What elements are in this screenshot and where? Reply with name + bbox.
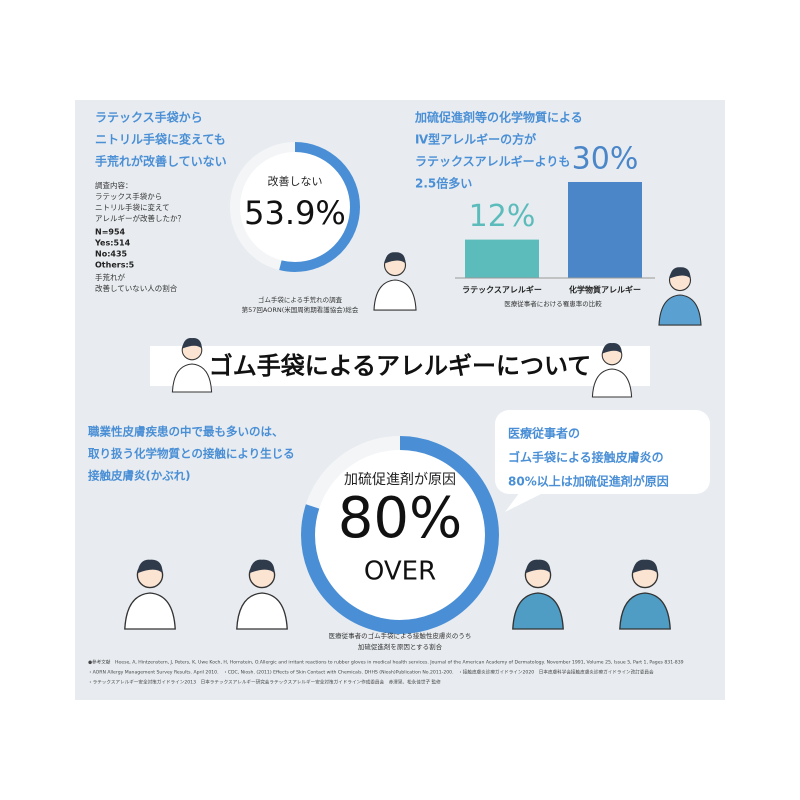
heading: 加硫促進剤等の化学物質による [414,110,583,125]
heading: Ⅳ型アレルギーの方が [415,132,536,147]
person-illustration [124,559,176,630]
donut-arc [230,142,360,272]
person-body [591,368,633,398]
person-hair [384,252,406,264]
heading: 手荒れが改善していない [95,154,227,169]
bar-name: 化学物質アレルギー [569,285,641,295]
survey-count: Yes:514 [94,239,131,248]
heading: 接触皮膚炎(かぶれ) [88,469,191,483]
bubble-text: 医療従事者の [508,426,580,441]
bar [465,239,539,278]
survey-text: ラテックス手袋から [95,191,162,201]
speech-bubble-tail [505,492,545,512]
person-body [619,592,671,630]
reference: ●参考文献 Heese, A, Hintzenstern, J, Peters,… [88,659,684,666]
survey-note: 手荒れが [95,272,125,282]
person-hair [525,559,551,574]
person-illustration [373,252,417,311]
donut-suffix: OVER [364,557,436,587]
heading: ラテックス手袋から [95,110,203,125]
survey-text: 調査内容： [95,180,133,190]
heading: ラテックスアレルギーよりも [415,154,570,169]
person-illustration [591,343,633,398]
survey-text: アレルギーが改善したか？ [95,213,185,223]
reference: ・ラテックスアレルギー安全対策ガイドライン2013 日本ラテックスアレルギー研究… [88,679,441,686]
bar [568,182,642,278]
heading: 取り扱う化学物質との接触により生じる [88,447,295,461]
person-hair [632,559,658,574]
caption: 第57回AORN(米国周術期看護協会)総会 [242,305,359,314]
bar-value-label: 12% [469,199,536,234]
person-illustration [171,338,213,393]
survey-text: ニトリル手袋に変えて [95,202,170,212]
person-hair [137,559,163,574]
survey-count: No:435 [95,250,128,259]
bar-value-label: 30% [572,142,639,177]
person-hair [669,267,691,279]
person-illustration [658,267,702,326]
donut-label: 加硫促進剤が原因 [344,472,456,488]
person-body [171,363,213,393]
banner-title: ゴム手袋によるアレルギーについて [209,352,592,380]
reference: ・AORN Allergy Management Survey Results.… [88,669,654,676]
survey-count: Others:5 [95,261,135,270]
bubble-text: 80%以上は加硫促進剤が原因 [508,474,669,489]
bubble-text: ゴム手袋による接触皮膚炎の [508,450,664,465]
person-body [512,592,564,630]
speech-bubble [495,410,710,494]
person-hair [602,343,622,354]
person-illustration [512,559,564,630]
survey-count: N=954 [95,228,126,237]
caption: 医療従事者のゴム手袋による接触性皮膚炎のうち [329,631,472,640]
person-hair [182,338,202,349]
donut-value: 80% [338,486,462,551]
person-illustration [236,559,288,630]
person-illustration [619,559,671,630]
heading: 2.5倍多い [415,176,472,191]
bar-name: ラテックスアレルギー [462,285,542,295]
heading: ニトリル手袋に変えても [95,132,226,147]
donut-arc [301,436,499,634]
person-body [124,592,176,630]
caption: 医療従事者における罹患率の比較 [504,299,602,308]
heading: 職業性皮膚疾患の中で最も多いのは、 [88,425,284,439]
survey-note: 改善していない人の割合 [95,283,178,293]
donut-label: 改善しない [268,174,323,188]
donut-value: 53.9% [244,194,346,232]
caption: ゴム手袋による手荒れの調査 [258,295,343,304]
caption: 加硫促進剤を原因とする割合 [358,642,443,651]
person-body [658,294,702,326]
person-hair [249,559,275,574]
banner [150,346,650,386]
person-body [373,279,417,311]
person-body [236,592,288,630]
